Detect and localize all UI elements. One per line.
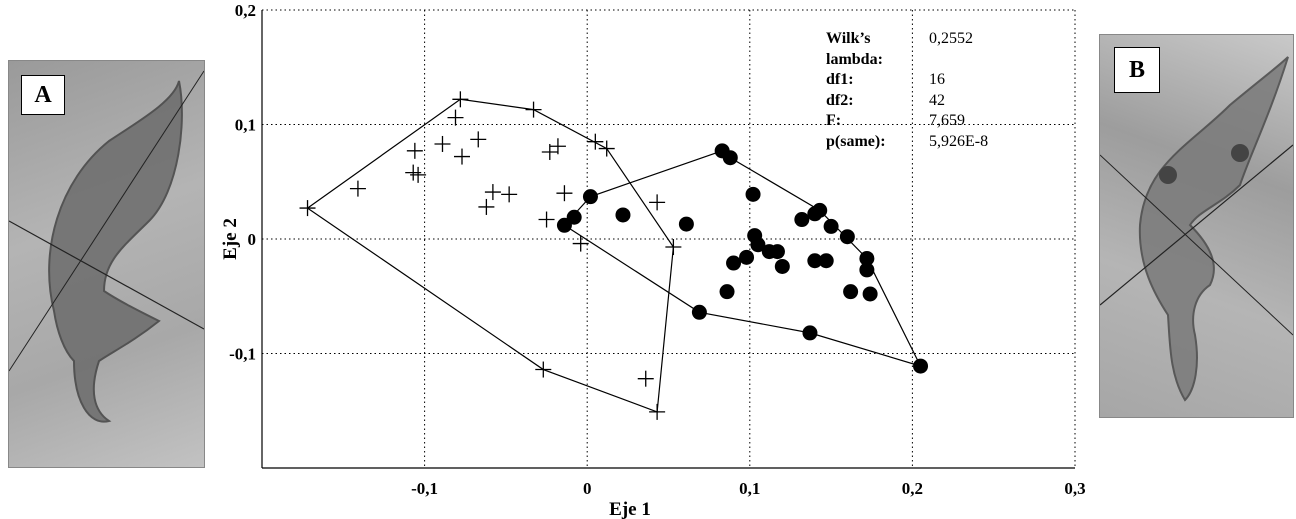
plus-point (649, 403, 666, 420)
stats-value: 0,2552 (929, 30, 973, 47)
dot-point (843, 284, 859, 300)
dot-point (812, 202, 828, 218)
dot-point (859, 262, 875, 278)
plus-point (665, 239, 682, 256)
plus-point (556, 185, 573, 202)
dot-point (739, 249, 755, 265)
plus-point (541, 143, 558, 160)
panel-label-b: B (1114, 47, 1160, 93)
plus-point (572, 235, 589, 252)
dot-point (566, 209, 582, 225)
dot-point (745, 186, 761, 202)
plus-point (453, 148, 470, 165)
dot-point (807, 253, 823, 269)
plus-point (405, 164, 422, 181)
plus-point (649, 194, 666, 211)
plus-point (535, 361, 552, 378)
y-tick-label: -0,1 (229, 345, 256, 364)
plus-point (406, 142, 423, 159)
plus-point (447, 109, 464, 126)
dot-point (769, 244, 785, 260)
x-axis-title: Eje 1 (609, 499, 651, 519)
plus-point (299, 200, 316, 217)
plus-point (525, 101, 542, 118)
y-axis-title: Eje 2 (220, 218, 241, 260)
stats-value: 16 (929, 71, 945, 88)
x-tick-label: 0 (583, 479, 592, 498)
dot-point (913, 358, 929, 374)
x-tick-label: 0,2 (902, 479, 923, 498)
x-tick-label: -0,1 (411, 479, 438, 498)
dot-point (823, 218, 839, 234)
plus-point (478, 198, 495, 215)
plus-point (452, 91, 469, 108)
dot-point (719, 284, 735, 300)
y-tick-label: 0,1 (235, 116, 256, 135)
stats-row-df1: df1: 16 (826, 70, 988, 91)
dot-point (774, 258, 790, 274)
dot-point (862, 286, 878, 302)
stats-key: Wilk’s lambda: (826, 30, 883, 68)
stats-key: p(same): (826, 132, 886, 150)
dot-point (839, 229, 855, 245)
stats-row-f: F: 7,659 (826, 111, 988, 132)
plus-point (587, 133, 604, 150)
plus-point (501, 186, 518, 203)
plus-point (410, 166, 427, 183)
stats-key: df2: (826, 91, 854, 109)
dot-point (750, 237, 766, 253)
plus-point (349, 180, 366, 197)
stats-key: F: (826, 112, 842, 129)
dot-point (794, 212, 810, 228)
stats-value: 42 (929, 91, 945, 109)
dot-point (691, 304, 707, 320)
stats-row-wilks: Wilk’s lambda: 0,2552 (826, 29, 988, 70)
stats-box: Wilk’s lambda: 0,2552 df1: 16 df2: 42 F:… (826, 29, 988, 152)
specimen-a-sketch (9, 70, 204, 423)
dot-point (678, 216, 694, 232)
plus-point (538, 211, 555, 228)
dot-point (726, 255, 742, 271)
specimen-photo-a: A (8, 60, 205, 468)
plus-point (434, 135, 451, 152)
dot-point (615, 207, 631, 223)
stats-value: 5,926E-8 (929, 132, 989, 150)
point-layer (299, 91, 929, 420)
dot-point (722, 150, 738, 166)
stats-key: df1: (826, 71, 854, 88)
specimen-b-sketch (1100, 56, 1293, 402)
x-tick-label: 0,3 (1064, 479, 1085, 498)
plus-point (598, 140, 615, 157)
plus-point (549, 138, 566, 155)
specimen-photo-b: B (1099, 34, 1294, 418)
stats-row-p: p(same): 5,926E-8 (826, 132, 988, 153)
tick-label-layer: -0,1 0 0,1 0,2 0,3 -0,1 0 0,1 0,2 (229, 1, 1086, 498)
plus-point (484, 184, 501, 201)
dot-point (859, 250, 875, 266)
panel-label-a: A (21, 75, 65, 115)
dot-point (582, 189, 598, 205)
dot-point (802, 325, 818, 341)
stats-row-df2: df2: 42 (826, 91, 988, 112)
dot-point (818, 253, 834, 269)
plus-point (470, 131, 487, 148)
y-tick-label: 0 (248, 230, 257, 249)
stats-value: 7,659 (929, 112, 965, 129)
x-tick-label: 0,1 (739, 479, 760, 498)
y-tick-label: 0,2 (235, 1, 256, 20)
plus-point (637, 370, 654, 387)
convex-hull-plus (306, 98, 674, 413)
